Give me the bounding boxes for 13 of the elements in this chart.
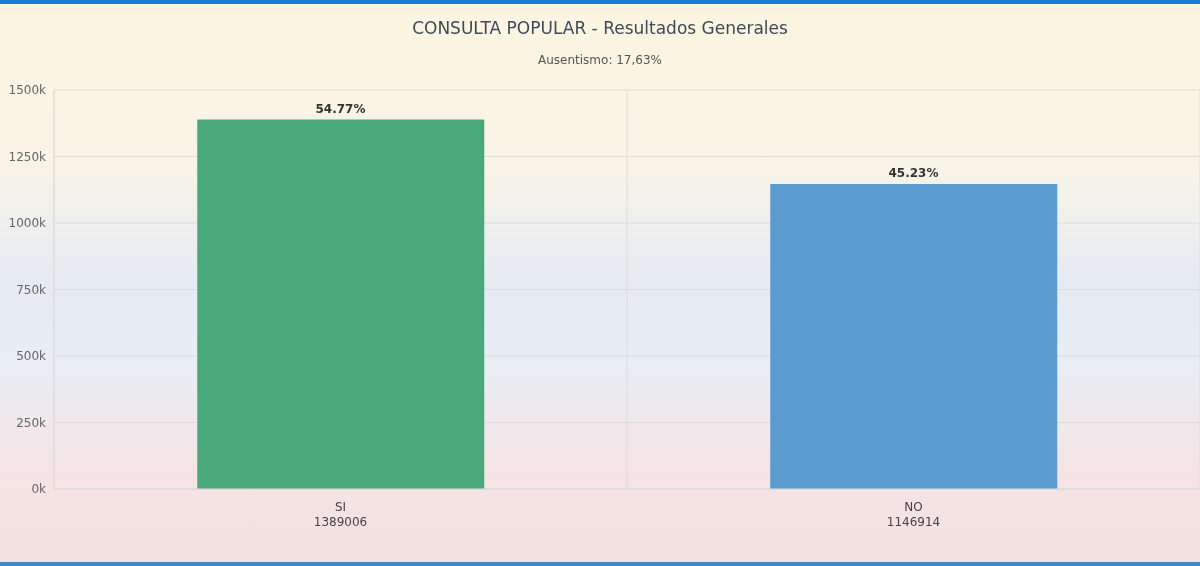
y-tick-label: 500k <box>16 349 47 364</box>
y-tick-label: 750k <box>16 282 47 297</box>
x-tick-label: SI 1389006 <box>313 500 368 529</box>
x-tick-label: NO 1146914 <box>886 500 941 529</box>
y-tick-label: 0k <box>31 482 47 497</box>
y-tick-label: 250k <box>16 415 47 430</box>
y-tick-label: 1000k <box>8 216 47 231</box>
y-tick-label: 1500k <box>8 83 47 98</box>
y-tick-label: 1250k <box>8 149 47 164</box>
annotation: 45.23% <box>888 165 939 180</box>
annotation: 54.77% <box>315 101 366 116</box>
chart-title: CONSULTA POPULAR - Resultados Generales <box>411 18 789 38</box>
chart-subtitle: Ausentismo: 17,63% <box>537 53 663 67</box>
